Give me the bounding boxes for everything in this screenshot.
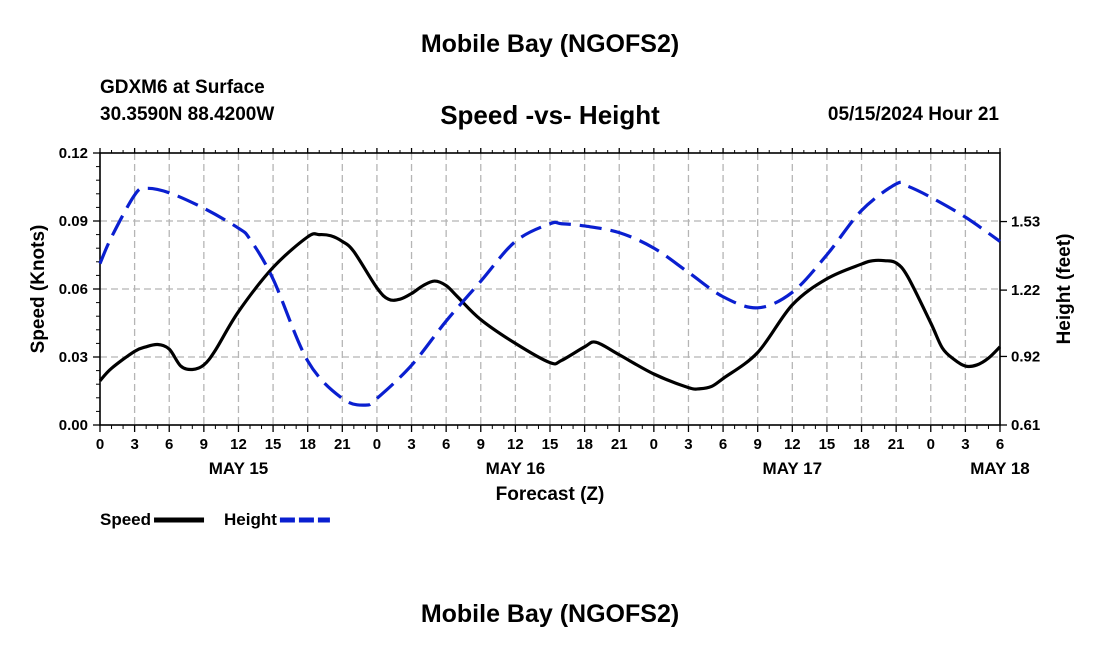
x-tick-label: 15 bbox=[542, 436, 559, 453]
axis-labels: 0 3 6 9 12 15 18 21 0 3 6 9 12 15 18 21 0 3 6 9 12 15 18 21 0 3 60… bbox=[28, 145, 1075, 505]
x-axis-title: Forecast (Z) bbox=[496, 484, 605, 505]
x-tick-label: 9 bbox=[200, 436, 208, 453]
y-right-tick-label: 1.53 bbox=[1011, 214, 1040, 231]
x-tick-label: 3 bbox=[130, 436, 138, 453]
legend-label-speed: Speed bbox=[100, 510, 151, 529]
axis-ticks bbox=[93, 148, 1007, 432]
legend: Speed Height bbox=[100, 510, 330, 529]
station-coordinates: 30.3590N 88.4200W bbox=[100, 104, 275, 125]
x-tick-label: 0 bbox=[96, 436, 104, 453]
x-tick-label: 6 bbox=[996, 436, 1004, 453]
series-lines bbox=[98, 180, 1002, 407]
x-tick-label: 3 bbox=[684, 436, 692, 453]
x-tick-label: 12 bbox=[784, 436, 801, 453]
x-tick-label: 15 bbox=[819, 436, 836, 453]
date-label: MAY 17 bbox=[763, 459, 823, 478]
bottom-page-title: Mobile Bay (NGOFS2) bbox=[420, 600, 680, 628]
x-tick-label: 18 bbox=[853, 436, 870, 453]
x-tick-label: 18 bbox=[299, 436, 316, 453]
x-tick-label: 6 bbox=[165, 436, 173, 453]
x-tick-label: 21 bbox=[888, 436, 905, 453]
x-tick-label: 15 bbox=[265, 436, 282, 453]
forecast-timestamp: 05/15/2024 Hour 21 bbox=[827, 104, 999, 125]
x-tick-label: 3 bbox=[961, 436, 969, 453]
legend-label-height: Height bbox=[224, 510, 277, 529]
y-left-tick-label: 0.06 bbox=[59, 281, 88, 298]
y-right-tick-label: 0.92 bbox=[1011, 348, 1040, 365]
x-tick-label: 0 bbox=[927, 436, 935, 453]
x-tick-label: 12 bbox=[230, 436, 247, 453]
x-tick-label: 9 bbox=[477, 436, 485, 453]
x-tick-label: 0 bbox=[650, 436, 658, 453]
x-tick-label: 9 bbox=[754, 436, 762, 453]
y-right-axis-title: Height (feet) bbox=[1054, 234, 1075, 345]
x-tick-label: 18 bbox=[576, 436, 593, 453]
height-series-line bbox=[98, 180, 1001, 407]
y-left-tick-label: 0.03 bbox=[59, 349, 88, 366]
x-tick-label: 21 bbox=[334, 436, 351, 453]
station-name: GDXM6 at Surface bbox=[100, 77, 265, 98]
chart-title: Speed -vs- Height bbox=[440, 100, 660, 130]
x-tick-label: 21 bbox=[611, 436, 628, 453]
y-left-axis-title: Speed (Knots) bbox=[28, 225, 49, 354]
y-right-tick-label: 1.22 bbox=[1011, 282, 1040, 299]
grid-lines bbox=[100, 153, 1000, 425]
speed-series-line bbox=[98, 232, 1002, 391]
x-tick-label: 12 bbox=[507, 436, 524, 453]
x-tick-label: 0 bbox=[373, 436, 381, 453]
date-label: MAY 16 bbox=[486, 459, 546, 478]
x-tick-label: 6 bbox=[442, 436, 450, 453]
x-tick-label: 6 bbox=[719, 436, 727, 453]
page-title: Mobile Bay (NGOFS2) bbox=[420, 30, 680, 58]
y-right-tick-label: 0.61 bbox=[1011, 417, 1040, 434]
date-label: MAY 18 bbox=[970, 459, 1030, 478]
y-left-tick-label: 0.12 bbox=[59, 145, 88, 162]
y-left-tick-label: 0.09 bbox=[59, 213, 88, 230]
y-left-tick-label: 0.00 bbox=[59, 417, 88, 434]
date-label: MAY 15 bbox=[209, 459, 269, 478]
x-tick-label: 3 bbox=[407, 436, 415, 453]
